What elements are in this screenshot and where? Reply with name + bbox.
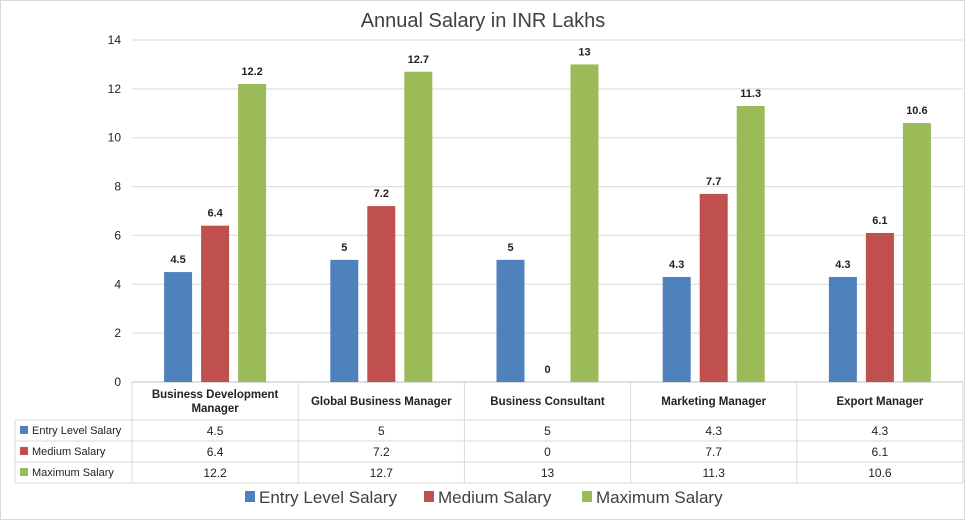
legend-label: Entry Level Salary xyxy=(259,488,397,507)
data-label: 4.3 xyxy=(669,259,684,271)
legend-key-swatch xyxy=(20,426,28,434)
data-label: 5 xyxy=(507,242,513,254)
data-label: 0 xyxy=(544,364,550,376)
bar xyxy=(828,276,857,382)
bar xyxy=(496,259,525,382)
chart-title: Annual Salary in INR Lakhs xyxy=(361,10,606,32)
table-cell: 11.3 xyxy=(702,466,725,480)
table-cell: 6.4 xyxy=(207,445,224,459)
y-tick-label: 6 xyxy=(114,228,121,242)
table-row-label: Entry Level Salary xyxy=(32,425,122,437)
category-label: Global Business Manager xyxy=(311,396,452,408)
data-label: 10.6 xyxy=(906,105,927,117)
data-label: 11.3 xyxy=(740,88,761,100)
table-cell: 4.5 xyxy=(207,424,224,438)
legend-key-swatch xyxy=(20,468,28,476)
bar xyxy=(330,259,359,382)
data-label: 5 xyxy=(341,242,347,254)
legend-key-swatch xyxy=(20,447,28,455)
gridlines xyxy=(132,39,963,383)
legend-label: Medium Salary xyxy=(438,488,552,507)
table-cell: 6.1 xyxy=(872,445,889,459)
table-cell: 7.2 xyxy=(373,445,390,459)
y-axis: 0 2 4 6 8 10 12 14 xyxy=(108,33,122,389)
table-cell: 4.3 xyxy=(705,424,722,438)
bar xyxy=(662,276,691,382)
legend: Entry Level Salary Medium Salary Maximum S… xyxy=(245,488,723,507)
bar xyxy=(164,272,193,382)
data-label: 12.7 xyxy=(408,54,429,66)
table-row-label: Maximum Salary xyxy=(32,467,114,479)
y-tick-label: 10 xyxy=(108,131,122,145)
y-tick-label: 4 xyxy=(114,277,121,291)
data-label: 6.4 xyxy=(207,208,223,220)
data-label: 4.3 xyxy=(835,259,850,271)
table-cell: 0 xyxy=(544,445,551,459)
y-tick-label: 14 xyxy=(108,33,122,47)
bar xyxy=(367,206,396,382)
category-label: Business Consultant xyxy=(490,396,605,408)
bar xyxy=(865,232,894,382)
y-tick-label: 2 xyxy=(114,326,121,340)
legend-swatch xyxy=(245,491,255,502)
data-table: Business Development Manager Global Busine… xyxy=(14,382,964,484)
legend-swatch xyxy=(582,491,592,502)
data-label: 12.2 xyxy=(241,66,262,78)
category-label: Export Manager xyxy=(836,396,923,408)
bar xyxy=(699,193,728,382)
table-cell: 7.7 xyxy=(705,445,722,459)
bar xyxy=(902,123,931,383)
data-label: 7.2 xyxy=(374,188,389,200)
data-labels: 4.5 5 5 4.3 4.3 6.4 7.2 0 7.7 6.1 12.2 12.7 13 11.3 10… xyxy=(170,46,927,376)
bar xyxy=(404,71,433,382)
y-tick-label: 0 xyxy=(114,375,121,389)
legend-swatch xyxy=(424,491,434,502)
table-cell: 13 xyxy=(541,466,555,480)
legend-label: Maximum Salary xyxy=(596,488,723,507)
data-label: 6.1 xyxy=(872,215,887,227)
y-tick-label: 12 xyxy=(108,82,122,96)
bar xyxy=(736,105,765,382)
table-cell: 4.3 xyxy=(872,424,889,438)
data-label: 7.7 xyxy=(706,176,721,188)
bar xyxy=(201,225,230,382)
category-label: Manager xyxy=(191,403,239,415)
data-label: 4.5 xyxy=(170,254,185,266)
bar xyxy=(570,64,599,382)
table-cell: 5 xyxy=(544,424,551,438)
y-tick-label: 8 xyxy=(114,180,121,194)
table-cell: 10.6 xyxy=(868,466,892,480)
data-label: 13 xyxy=(578,46,590,58)
table-cell: 12.2 xyxy=(203,466,227,480)
bars xyxy=(164,64,931,383)
category-label: Marketing Manager xyxy=(661,396,766,408)
table-cell: 5 xyxy=(378,424,385,438)
table-row-label: Medium Salary xyxy=(32,446,106,458)
category-label: Business Development xyxy=(152,389,279,401)
bar xyxy=(238,83,267,382)
table-cell: 12.7 xyxy=(370,466,394,480)
